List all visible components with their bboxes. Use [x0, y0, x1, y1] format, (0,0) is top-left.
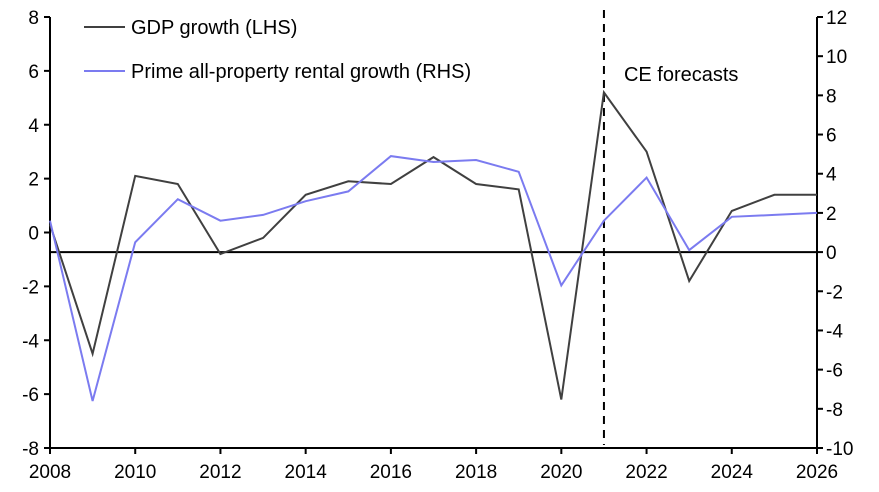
x-axis-tick-label: 2010	[114, 462, 156, 483]
x-axis-tick-label: 2024	[711, 462, 754, 483]
legend-label-gdp: GDP growth (LHS)	[131, 17, 297, 39]
legend-label-rental: Prime all-property rental growth (RHS)	[131, 61, 471, 83]
left-axis-tick-label: -8	[22, 439, 39, 460]
forecast-annotation: CE forecasts	[602, 10, 738, 445]
right-axis-tick-label: 6	[826, 126, 837, 147]
x-axis-tick-label: 2026	[796, 462, 838, 483]
left-axis-tick-label: 0	[28, 224, 39, 245]
left-axis-tick-label: -2	[22, 277, 39, 298]
x-axis-tick-label: 2008	[29, 462, 71, 483]
x-axis-tick-label: 2014	[285, 462, 328, 483]
right-axis-tick-label: -8	[826, 400, 843, 421]
left-axis-tick-label: -4	[22, 331, 39, 352]
x-axis-tick-label: 2018	[455, 462, 497, 483]
left-axis-tick-label: 2	[28, 170, 39, 191]
x-axis-tick-label: 2012	[199, 462, 241, 483]
left-axis-tick-label: -6	[22, 385, 39, 406]
right-axis-tick-label: -6	[826, 361, 843, 382]
right-axis-tick-label: -10	[826, 439, 853, 460]
right-axis-tick-label: 4	[826, 165, 837, 186]
left-axis-tick-label: 6	[28, 62, 39, 83]
series-group	[49, 89, 818, 402]
right-axis-tick-label: 2	[826, 204, 837, 225]
right-axis-tick-label: 10	[826, 47, 847, 68]
right-axis-tick-label: 12	[826, 8, 847, 29]
forecast-label: CE forecasts	[624, 64, 738, 86]
axes: 8 6 4 2 0 -2 -4 -6 -8 12 10 8 6 4 2 0 -2 -4 -6 -8 -10 2008 201…	[22, 8, 853, 483]
x-axis-tick-label: 2016	[370, 462, 412, 483]
left-axis-tick-label: 4	[28, 116, 39, 137]
legend: GDP growth (LHS) Prime all-property renta…	[84, 17, 471, 83]
right-axis-tick-label: 8	[826, 86, 837, 107]
rental-growth-line	[49, 155, 818, 402]
right-axis-tick-label: 0	[826, 243, 837, 264]
right-axis-tick-label: -4	[826, 321, 843, 342]
x-axis-tick-label: 2020	[540, 462, 582, 483]
x-axis-tick-label: 2022	[625, 462, 667, 483]
left-axis-tick-label: 8	[28, 8, 39, 29]
gdp-growth-line	[49, 89, 817, 400]
right-axis-tick-label: -2	[826, 282, 843, 303]
